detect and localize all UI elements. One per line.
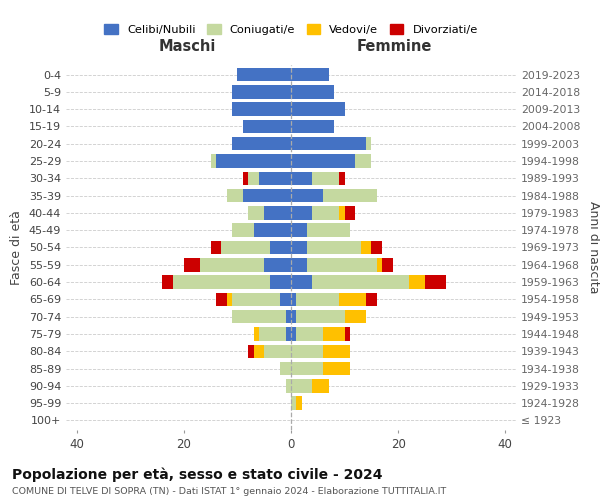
Bar [173, 276, 269, 289]
Bar [291, 102, 344, 116]
Bar [291, 224, 307, 237]
Bar [313, 172, 339, 185]
Bar [243, 189, 291, 202]
Bar [264, 344, 291, 358]
Bar [291, 327, 296, 340]
Bar [291, 68, 329, 82]
Bar [339, 206, 344, 220]
Bar [259, 172, 291, 185]
Bar [291, 310, 296, 324]
Bar [371, 241, 382, 254]
Bar [269, 276, 291, 289]
Bar [377, 258, 382, 272]
Bar [264, 206, 291, 220]
Bar [323, 362, 350, 376]
Bar [296, 396, 302, 410]
Bar [280, 362, 291, 376]
Bar [254, 327, 259, 340]
Bar [163, 276, 173, 289]
Bar [291, 137, 366, 150]
Bar [291, 206, 313, 220]
Bar [355, 154, 371, 168]
Bar [291, 292, 296, 306]
Bar [382, 258, 393, 272]
Bar [232, 102, 291, 116]
Bar [286, 379, 291, 392]
Bar [243, 172, 248, 185]
Bar [232, 85, 291, 98]
Bar [366, 292, 377, 306]
Bar [344, 327, 350, 340]
Bar [361, 241, 371, 254]
Bar [248, 172, 259, 185]
Bar [296, 292, 339, 306]
Bar [291, 241, 307, 254]
Bar [291, 276, 313, 289]
Bar [221, 241, 269, 254]
Bar [232, 137, 291, 150]
Bar [425, 276, 446, 289]
Bar [323, 344, 350, 358]
Bar [259, 327, 286, 340]
Bar [296, 327, 323, 340]
Bar [286, 310, 291, 324]
Y-axis label: Fasce di età: Fasce di età [10, 210, 23, 285]
Bar [238, 68, 291, 82]
Bar [366, 137, 371, 150]
Bar [313, 379, 329, 392]
Bar [248, 344, 254, 358]
Legend: Celibi/Nubili, Coniugati/e, Vedovi/e, Divorziati/e: Celibi/Nubili, Coniugati/e, Vedovi/e, Di… [100, 20, 482, 40]
Bar [291, 379, 313, 392]
Bar [243, 120, 291, 133]
Bar [216, 154, 291, 168]
Bar [339, 172, 344, 185]
Bar [227, 189, 243, 202]
Bar [291, 189, 323, 202]
Bar [232, 292, 280, 306]
Bar [291, 172, 313, 185]
Text: Popolazione per età, sesso e stato civile - 2024: Popolazione per età, sesso e stato civil… [12, 468, 383, 482]
Bar [307, 224, 350, 237]
Bar [291, 344, 323, 358]
Bar [211, 154, 216, 168]
Bar [227, 292, 232, 306]
Bar [184, 258, 200, 272]
Bar [313, 276, 409, 289]
Bar [269, 241, 291, 254]
Bar [264, 258, 291, 272]
Bar [291, 85, 334, 98]
Bar [200, 258, 264, 272]
Bar [291, 120, 334, 133]
Bar [254, 224, 291, 237]
Bar [291, 362, 323, 376]
Bar [344, 310, 366, 324]
Bar [254, 344, 264, 358]
Bar [248, 206, 264, 220]
Bar [216, 292, 227, 306]
Bar [409, 276, 425, 289]
Text: Maschi: Maschi [159, 39, 216, 54]
Bar [323, 189, 377, 202]
Bar [232, 310, 286, 324]
Bar [286, 327, 291, 340]
Bar [307, 241, 361, 254]
Bar [232, 224, 254, 237]
Bar [280, 292, 291, 306]
Text: Femmine: Femmine [357, 39, 432, 54]
Bar [291, 258, 307, 272]
Bar [296, 310, 344, 324]
Bar [344, 206, 355, 220]
Bar [307, 258, 377, 272]
Bar [313, 206, 339, 220]
Bar [339, 292, 366, 306]
Text: COMUNE DI TELVE DI SOPRA (TN) - Dati ISTAT 1° gennaio 2024 - Elaborazione TUTTIT: COMUNE DI TELVE DI SOPRA (TN) - Dati IST… [12, 488, 446, 496]
Bar [291, 154, 355, 168]
Bar [211, 241, 221, 254]
Y-axis label: Anni di nascita: Anni di nascita [587, 201, 599, 294]
Bar [323, 327, 344, 340]
Bar [291, 396, 296, 410]
